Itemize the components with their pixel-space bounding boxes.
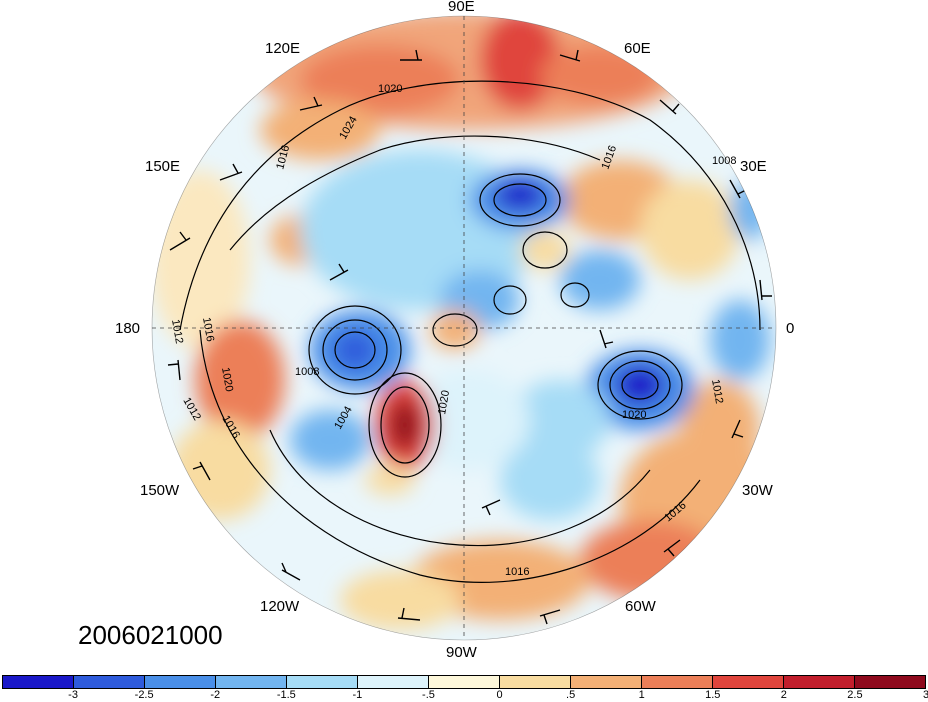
colorbar-swatch xyxy=(855,676,925,688)
colorbar-tick-label: -2.5 xyxy=(134,689,154,701)
contour-label: 1012 xyxy=(169,318,185,344)
lon-label-60w: 60W xyxy=(625,598,656,615)
colorbar-swatch xyxy=(287,676,358,688)
colorbar-tick-label: 0 xyxy=(496,689,503,701)
colorbar-swatch xyxy=(3,676,74,688)
contour-label: 1008 xyxy=(712,155,736,167)
contour-label: 1016 xyxy=(200,316,216,342)
colorbar-swatch xyxy=(713,676,784,688)
colorbar-tick-label: 2 xyxy=(780,689,787,701)
colorbar-swatch xyxy=(571,676,642,688)
colorbar-tick-label: 1.5 xyxy=(705,689,721,701)
lon-label-150e: 150E xyxy=(145,158,181,175)
colorbar-swatch xyxy=(500,676,571,688)
colorbar-tick-label: 3 xyxy=(922,689,928,701)
lon-label-90e: 90E xyxy=(448,0,475,15)
contour-label: 1020 xyxy=(436,389,452,415)
date-stamp: 2006021000 xyxy=(78,620,223,650)
contour-label: 1020 xyxy=(622,409,646,421)
contour-label: 1012 xyxy=(709,378,725,404)
colorbar-swatch xyxy=(358,676,429,688)
colorbar-swatch xyxy=(145,676,216,688)
colorbar-tick-label: -1 xyxy=(352,689,363,701)
lon-label-60e: 60E xyxy=(624,40,651,57)
lon-label-180: 180 xyxy=(115,320,141,337)
colorbar-swatch xyxy=(642,676,713,688)
colorbar-tick-label: -3 xyxy=(68,689,78,701)
colorbar-tick-label: -1.5 xyxy=(276,689,296,701)
colorbar-tick-label: -2 xyxy=(210,689,221,701)
colorbar-tick-label: .5 xyxy=(566,689,576,701)
contour-label: 1016 xyxy=(505,566,529,578)
colorbar-swatch xyxy=(429,676,500,688)
colorbar-swatch xyxy=(216,676,287,688)
colorbar-swatch xyxy=(784,676,855,688)
lon-label-90w: 90W xyxy=(446,644,477,661)
colorbar-tick-label: 1 xyxy=(638,689,645,701)
contour-label: 1020 xyxy=(378,83,402,95)
colorbar-tick-label: -.5 xyxy=(422,689,435,701)
lon-label-120e: 120E xyxy=(265,40,301,57)
anomaly-field xyxy=(152,16,776,640)
lon-label-0: 0 xyxy=(786,320,795,337)
lon-label-30e: 30E xyxy=(740,158,767,175)
contour-label: 1008 xyxy=(295,366,319,378)
lon-label-120w: 120W xyxy=(260,598,300,615)
contour-label: 1020 xyxy=(219,366,235,392)
lon-label-30w: 30W xyxy=(742,482,773,499)
colorbar-swatch xyxy=(74,676,145,688)
colorbar xyxy=(2,675,926,689)
lon-label-150w: 150W xyxy=(140,482,180,499)
colorbar-tick-label: 2.5 xyxy=(847,689,863,701)
